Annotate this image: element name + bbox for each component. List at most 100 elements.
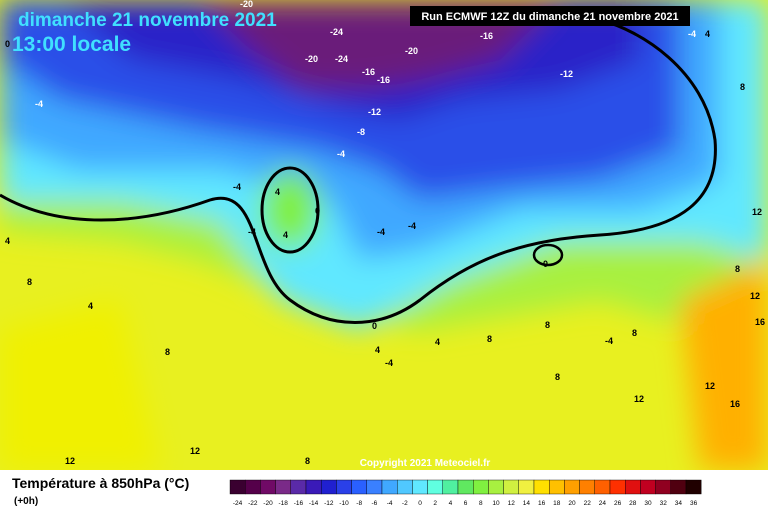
temperature-field [0, 0, 768, 470]
legend-swatch [305, 479, 322, 495]
legend-label: 10 [492, 500, 500, 507]
contour-label: 8 [735, 264, 740, 274]
legend-label: 4 [449, 500, 453, 507]
legend-swatch [640, 479, 656, 495]
zero-isotherm [532, 243, 564, 267]
legend-label: 14 [523, 500, 531, 507]
legend-label: 24 [599, 500, 607, 507]
contour-label: -20 [405, 46, 418, 56]
legend-label: 36 [690, 500, 698, 507]
legend-label: -12 [324, 500, 334, 507]
legend-label: -4 [387, 500, 393, 507]
lead: (+0h) [14, 496, 38, 507]
contour-label: 8 [165, 347, 170, 357]
legend-label: -14 [309, 500, 319, 507]
contour-label: 4 [275, 187, 280, 197]
legend-label: -6 [372, 500, 378, 507]
legend-label: -22 [248, 500, 258, 507]
footer-title: Température à 850hPa (°C) [12, 475, 189, 491]
legend-swatch [427, 479, 444, 495]
contour-label: 8 [487, 334, 492, 344]
contour-label: 0 [543, 259, 548, 269]
legend-swatch [442, 479, 459, 495]
contour-label: 4 [375, 345, 380, 355]
legend-swatch [412, 479, 428, 495]
contour-label: -4 [385, 358, 393, 368]
contour-label: 16 [730, 399, 740, 409]
legend-swatch [503, 479, 520, 495]
legend-label: 34 [675, 500, 683, 507]
legend-swatch [488, 479, 504, 495]
contour-label: -4 [35, 99, 43, 109]
legend-swatch [473, 479, 489, 495]
legend-label: 30 [644, 500, 652, 507]
legend-swatch [518, 479, 535, 495]
contour-label: 12 [190, 446, 200, 456]
contour-label: -16 [377, 75, 390, 85]
legend-swatch [457, 479, 474, 495]
legend-label: 32 [660, 500, 668, 507]
contour-label: -16 [480, 31, 493, 41]
date: dimanche 21 novembre 2021 [18, 10, 277, 31]
legend-swatch [321, 479, 337, 495]
legend-label: 26 [614, 500, 622, 507]
legend-swatch [397, 479, 413, 495]
legend-swatch [625, 479, 641, 495]
zero-isotherm [260, 166, 320, 254]
contour-label: -12 [560, 69, 573, 79]
legend-swatch [229, 479, 246, 495]
legend-swatch [275, 479, 292, 495]
legend-swatch [260, 479, 276, 495]
legend-swatch [609, 479, 626, 495]
contour-label: -4 [605, 336, 613, 346]
legend-swatch [564, 479, 580, 495]
contour-label: -16 [362, 67, 375, 77]
legend-swatch [670, 479, 687, 495]
copyright: Copyright 2021 Meteociel.fr [360, 458, 491, 469]
legend-swatch [549, 479, 565, 495]
legend-swatch [381, 479, 398, 495]
contour-label: 12 [750, 291, 760, 301]
legend-label: 18 [553, 500, 561, 507]
contour-label: -20 [240, 0, 253, 9]
legend-swatch [336, 479, 352, 495]
contour-label: 8 [27, 277, 32, 287]
contour-labels: -20-24-20 -24-16-16-20-16-12-12-8-4-4-4 40… [5, 0, 765, 466]
contour-label: 4 [5, 236, 10, 246]
legend-swatch [533, 479, 550, 495]
contour-label: 4 [705, 29, 710, 39]
legend-label: 12 [508, 500, 516, 507]
contour-label: -4 [248, 227, 256, 237]
contour-label: 4 [435, 337, 440, 347]
contour-label: 16 [755, 317, 765, 327]
legend-swatch [655, 479, 671, 495]
contour-label: 0 [5, 39, 10, 49]
contour-label: 12 [65, 456, 75, 466]
contour-label: 4 [283, 230, 288, 240]
legend-label: 8 [479, 500, 483, 507]
contour-label: 8 [545, 320, 550, 330]
legend-swatch [290, 479, 307, 495]
contour-label: -4 [377, 227, 385, 237]
contour-label: 8 [740, 82, 745, 92]
legend-swatch [351, 479, 368, 495]
contour-label: -8 [357, 127, 365, 137]
legend-label: -20 [263, 500, 273, 507]
legend-swatch [685, 479, 702, 495]
legend-label: -16 [294, 500, 304, 507]
legend-label: -10 [339, 500, 349, 507]
run: Run ECMWF 12Z du dimanche 21 novembre 20… [421, 11, 678, 23]
contour-label: 8 [555, 372, 560, 382]
legend-label: 6 [464, 500, 468, 507]
legend-label: 2 [433, 500, 437, 507]
legend-label: -8 [356, 500, 362, 507]
legend-swatch [366, 479, 383, 495]
time: 13:00 locale [12, 33, 131, 56]
contour-label: -4 [233, 182, 241, 192]
legend-label: 28 [629, 500, 637, 507]
contour-label: 0 [315, 206, 320, 216]
contour-label: -4 [337, 149, 345, 159]
legend-swatch [244, 479, 261, 495]
legend: -24 -22 -20 -18 -16 -14 -12 -10 -8 -6 -4 -2 0 2 4 6 8 10 1… [229, 479, 702, 507]
